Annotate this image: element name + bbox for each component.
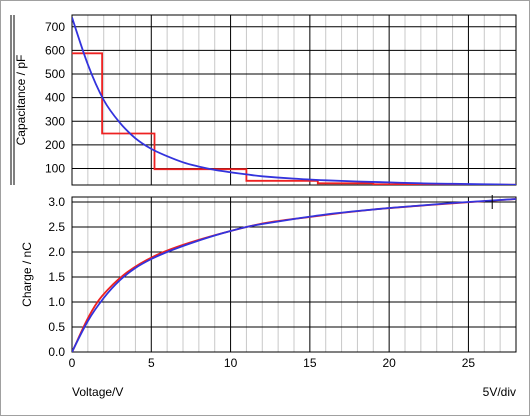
y-tick-label: 3.0 [48,195,65,209]
y-tick-label: 100 [45,161,65,175]
x-tick-label: 25 [462,356,476,370]
scale-label: 5V/div [483,385,516,399]
y-tick-label: 700 [45,20,65,34]
y-tick-label: 0.5 [48,320,65,334]
y-tick-label: 500 [45,67,65,81]
y-tick-label: 2.0 [48,245,65,259]
y-tick-label: 200 [45,138,65,152]
plot-frame [71,14,517,186]
y-tick-label: 2.5 [48,220,65,234]
x-tick-label: 20 [382,356,396,370]
blue-series-line [72,198,516,352]
x-tick-label: 15 [303,356,317,370]
y-tick-label: 300 [45,114,65,128]
charge-plot: 0.0 0.5 1.0 1.5 2.0 2.5 3.0 0 5 10 15 20 25 Charge / … [20,195,517,370]
x-tick-label: 5 [148,356,155,370]
y-tick-label: 400 [45,91,65,105]
y-axis-title: Charge / nC [20,242,34,307]
y-axis-title: Capacitance / pF [14,55,28,146]
y-tick-label: 600 [45,43,65,57]
plot-frame [71,196,517,353]
y-tick-label: 0.0 [48,345,65,359]
x-tick-label: 10 [224,356,238,370]
capacitance-plot: 100 200 300 400 500 600 700 Capacitance / pF [10,14,517,186]
y-tick-label: 1.5 [48,270,65,284]
x-axis-title: Voltage/V [72,385,123,399]
y-tick-label: 1.0 [48,295,65,309]
x-tick-label: 0 [69,356,76,370]
blue-series-line [72,17,516,185]
